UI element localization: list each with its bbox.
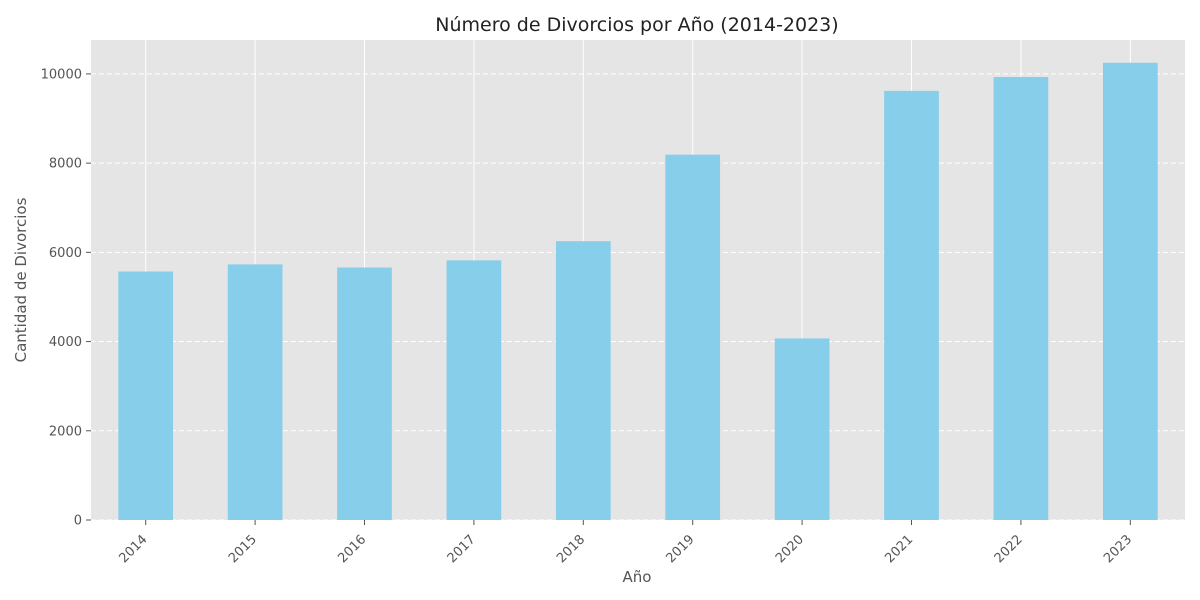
- y-tick-label: 10000: [41, 67, 82, 82]
- x-axis-label: Año: [623, 568, 652, 586]
- x-tick-label: 2017: [445, 532, 479, 566]
- bars: [118, 62, 1158, 521]
- y-axis-ticks: 0 2000 4000 6000 8000 10000: [41, 67, 91, 529]
- y-gridlines: [91, 73, 1185, 521]
- bar-2021: [884, 90, 939, 521]
- bar-2018: [555, 241, 611, 521]
- x-tick-label: 2016: [335, 532, 369, 566]
- x-axis-ticks: 2014 2015 2016 2017 2018 2019 2020 2021 2022 2023: [117, 520, 1135, 566]
- x-tick-label: 2021: [882, 532, 916, 566]
- bar-2020: [774, 338, 830, 520]
- x-tick-label: 2015: [226, 532, 260, 566]
- y-axis-label: Cantidad de Divorcios: [12, 197, 30, 362]
- x-tick-label: 2020: [773, 532, 807, 566]
- x-tick-label: 2019: [664, 532, 698, 566]
- y-tick-label: 4000: [49, 335, 82, 350]
- y-tick-label: 8000: [49, 157, 82, 172]
- y-tick-label: 6000: [49, 246, 82, 261]
- y-tick-label: 0: [74, 514, 82, 529]
- y-tick-label: 2000: [49, 424, 82, 439]
- bar-2014: [118, 271, 174, 520]
- x-tick-label: 2014: [117, 532, 151, 566]
- bar-2017: [446, 260, 502, 520]
- bar-2016: [337, 267, 392, 520]
- chart-title: Número de Divorcios por Año (2014-2023): [435, 14, 838, 36]
- bar-2023: [1102, 62, 1158, 521]
- x-tick-label: 2022: [992, 532, 1026, 566]
- x-tick-label: 2023: [1101, 532, 1135, 566]
- bar-2015: [227, 264, 283, 520]
- x-tick-label: 2018: [554, 532, 588, 566]
- bar-2022: [993, 77, 1049, 520]
- bar-2019: [665, 154, 721, 520]
